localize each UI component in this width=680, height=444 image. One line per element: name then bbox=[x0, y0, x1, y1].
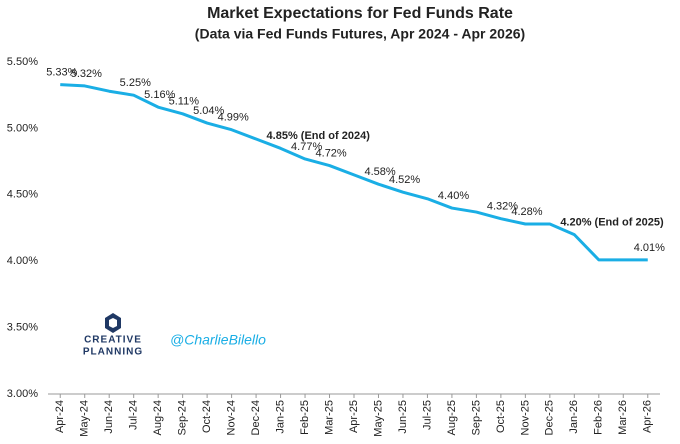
x-tick-label: Apr-26 bbox=[642, 400, 654, 433]
x-tick-label: Feb-26 bbox=[593, 400, 605, 435]
value-label: 5.16% bbox=[144, 89, 175, 101]
value-label: 4.32% bbox=[487, 201, 518, 213]
x-tick-label: Jan-26 bbox=[568, 400, 580, 434]
x-tick-label: Nov-24 bbox=[226, 400, 238, 435]
y-tick-label: 4.00% bbox=[7, 255, 38, 267]
value-label: 4.85% (End of 2024) bbox=[267, 130, 371, 142]
value-label: 4.99% bbox=[218, 112, 249, 124]
value-label: 4.20% (End of 2025) bbox=[560, 217, 664, 229]
x-tick-label: Oct-25 bbox=[495, 400, 507, 433]
value-label: 4.40% bbox=[438, 190, 469, 202]
value-label: 5.32% bbox=[71, 68, 102, 80]
chart-title: Market Expectations for Fed Funds Rate bbox=[207, 5, 513, 22]
value-label: 4.58% bbox=[364, 166, 395, 178]
x-tick-label: Aug-24 bbox=[152, 400, 164, 435]
value-label: 5.11% bbox=[169, 96, 200, 108]
x-tick-label: May-24 bbox=[79, 400, 91, 437]
x-tick-label: Dec-25 bbox=[544, 400, 556, 435]
y-tick-label: 5.00% bbox=[7, 122, 38, 134]
value-label: 4.52% bbox=[389, 174, 420, 186]
watermark: @CharlieBilello bbox=[170, 332, 266, 348]
line bbox=[60, 83, 648, 262]
x-tick-label: Aug-25 bbox=[446, 400, 458, 435]
x-tick-label: Jul-25 bbox=[421, 400, 433, 430]
x-tick-label: Mar-25 bbox=[323, 400, 335, 435]
logo-text: CREATIVE bbox=[84, 335, 142, 346]
x-tick-label: Nov-25 bbox=[519, 400, 531, 435]
value-label: 4.28% bbox=[511, 206, 542, 218]
x-tick-label: May-25 bbox=[372, 400, 384, 437]
value-label: 5.25% bbox=[120, 77, 151, 89]
value-label: 4.72% bbox=[316, 147, 347, 159]
x-tick-label: Mar-26 bbox=[617, 400, 629, 435]
logo: CREATIVE PLANNING bbox=[83, 313, 143, 358]
logo-icon-inner bbox=[109, 318, 117, 328]
value-label: 5.04% bbox=[193, 105, 224, 117]
x-tick-label: Feb-25 bbox=[299, 400, 311, 435]
x-tick-label: Sep-24 bbox=[177, 400, 189, 435]
y-tick-label: 4.50% bbox=[7, 189, 38, 201]
y-tick-label: 3.50% bbox=[7, 322, 38, 334]
x-tick-label: Apr-25 bbox=[348, 400, 360, 433]
value-label: 4.01% bbox=[634, 242, 665, 254]
y-tick-label: 5.50% bbox=[7, 56, 38, 68]
x-tick-label: Dec-24 bbox=[250, 400, 262, 435]
value-label: 4.77% bbox=[291, 141, 322, 153]
x-tick-label: Oct-24 bbox=[201, 400, 213, 433]
x-tick-label: Jun-25 bbox=[397, 400, 409, 434]
x-tick-label: Apr-24 bbox=[54, 400, 66, 433]
x-tick-label: Sep-25 bbox=[470, 400, 482, 435]
x-tick-label: Jun-24 bbox=[103, 400, 115, 434]
x-tick-label: Jan-25 bbox=[274, 400, 286, 434]
logo-text: PLANNING bbox=[83, 347, 143, 358]
x-tick-label: Jul-24 bbox=[128, 400, 140, 430]
chart-subtitle: (Data via Fed Funds Futures, Apr 2024 - … bbox=[195, 26, 525, 42]
value-label: 5.33% bbox=[46, 66, 77, 78]
y-tick-label: 3.00% bbox=[7, 388, 38, 400]
